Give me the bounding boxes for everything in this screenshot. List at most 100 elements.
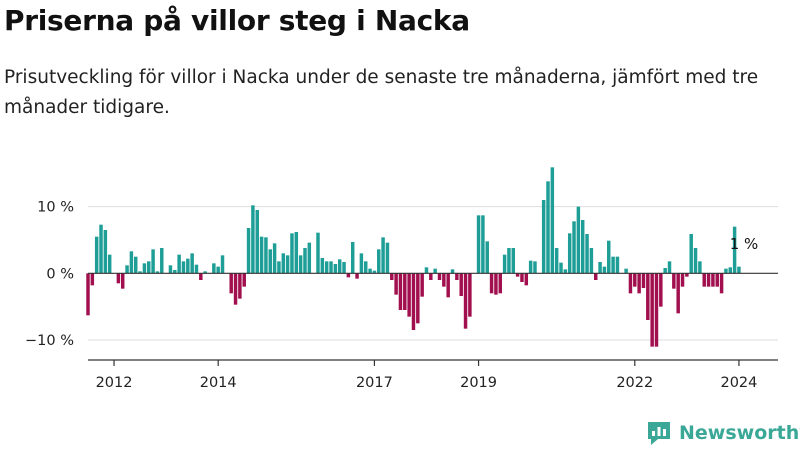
bar (685, 273, 689, 277)
bar (99, 224, 103, 274)
bar (702, 273, 706, 287)
axes (88, 272, 778, 366)
chart-title: Priserna på villor steg i Nacka (4, 4, 470, 37)
bar (307, 242, 312, 274)
bar (355, 273, 359, 279)
gridlines (88, 206, 778, 341)
bar (285, 255, 290, 274)
bar (698, 261, 702, 274)
bar (272, 243, 277, 274)
bar (511, 248, 516, 274)
bar (437, 273, 442, 280)
bar (550, 167, 555, 274)
bar (385, 242, 390, 274)
bar (580, 220, 585, 274)
bar (246, 228, 251, 274)
bar (533, 261, 537, 274)
bar (485, 241, 489, 274)
bar (390, 273, 394, 280)
bar (724, 268, 728, 274)
bar (455, 273, 459, 280)
bar (94, 236, 99, 274)
bar (233, 273, 238, 305)
bar (190, 253, 194, 274)
bar (693, 248, 698, 274)
x-tick-label: 2024 (720, 375, 757, 391)
bar (494, 273, 498, 295)
bar (646, 273, 650, 320)
bar (142, 263, 147, 274)
bar (572, 221, 576, 274)
bar (737, 266, 741, 274)
latest-value-annotation: 1 % (730, 235, 759, 253)
y-tick-label: 0 % (46, 266, 74, 282)
bar (520, 273, 524, 282)
bar (468, 273, 472, 317)
bar (86, 273, 90, 316)
newsworthy-logo: Newsworthy (645, 419, 800, 447)
bar (524, 273, 529, 286)
bar (602, 266, 607, 274)
bar (416, 273, 420, 324)
bar (446, 273, 450, 298)
bar (598, 262, 602, 274)
bar (368, 268, 372, 274)
bar (403, 273, 407, 310)
bar (342, 262, 346, 274)
bar (715, 273, 719, 287)
bar (650, 273, 654, 347)
bar (507, 248, 511, 274)
bar (528, 260, 533, 274)
bar (689, 234, 693, 274)
bar (637, 273, 641, 294)
bar (333, 264, 338, 274)
bar (281, 253, 286, 274)
x-tick-label: 2019 (460, 375, 497, 391)
bar (229, 273, 233, 294)
bar (576, 206, 581, 274)
bar (90, 273, 95, 286)
bar (264, 237, 268, 274)
bar (615, 256, 620, 274)
bar (129, 251, 134, 274)
x-tick-label: 2012 (96, 375, 133, 391)
tick-labels: 10 % 0 % −10 % 2012 2014 2017 2019 2022 2024 (25, 200, 757, 391)
bar (672, 273, 676, 289)
bar (290, 233, 294, 274)
bar (203, 271, 207, 274)
bar (125, 265, 129, 274)
bar (147, 261, 151, 274)
bar (329, 261, 333, 274)
bar (411, 273, 416, 330)
bar (120, 273, 125, 289)
bar (398, 273, 403, 310)
bar (424, 267, 429, 274)
bar (429, 273, 433, 280)
bar (181, 261, 186, 274)
bar (420, 273, 424, 297)
bar (711, 273, 715, 287)
bar (186, 258, 190, 274)
bar (259, 236, 264, 274)
bar (624, 268, 628, 274)
bar (706, 273, 711, 287)
bar (476, 215, 481, 274)
bar (173, 270, 177, 274)
bar (554, 248, 559, 274)
bar (663, 268, 667, 274)
bar (168, 265, 173, 274)
x-tick-label: 2022 (616, 375, 653, 391)
bar (320, 258, 325, 274)
bar (303, 248, 307, 274)
bar (151, 249, 155, 274)
price-change-bar-chart: 10 % 0 % −10 % 2012 2014 2017 2019 2022 2024 1 % (25, 167, 778, 391)
x-tick-label: 2017 (356, 375, 393, 391)
bar (337, 259, 342, 274)
bar (459, 273, 463, 296)
bar (559, 262, 563, 274)
bar (563, 269, 568, 274)
bar (103, 230, 108, 274)
bar (346, 273, 351, 278)
bar (654, 273, 659, 347)
bar (585, 234, 589, 274)
